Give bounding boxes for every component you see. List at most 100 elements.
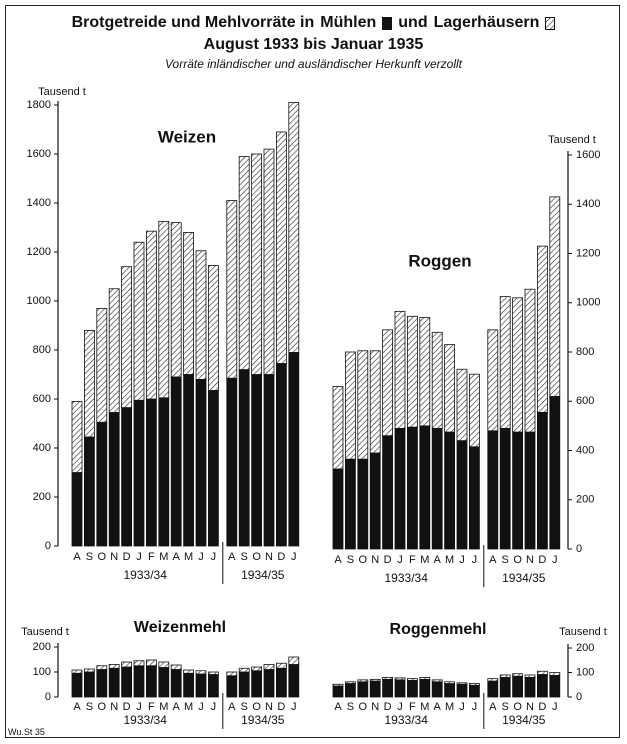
- x-tick-label: S: [502, 554, 509, 566]
- x-tick-label: N: [265, 551, 273, 563]
- bar-segment: [444, 344, 456, 433]
- x-tick-label: N: [526, 701, 534, 713]
- header: Brotgetreide und Mehlvorräte in Mühlen u…: [0, 12, 627, 72]
- x-tick-label: A: [434, 701, 442, 713]
- legend-label: Lagerhäusern: [433, 14, 540, 31]
- y-axis-label: Tausend t: [548, 134, 596, 146]
- bar-segment: [226, 671, 238, 677]
- bar-segment: [382, 435, 394, 550]
- bar-segment: [158, 667, 170, 698]
- bar-segment: [195, 250, 207, 380]
- x-tick-label: J: [397, 554, 403, 566]
- bar-segment: [456, 440, 468, 550]
- x-tick-label: J: [397, 701, 403, 713]
- bar-segment: [487, 680, 499, 698]
- bar-segment: [251, 666, 263, 672]
- bar-segment: [183, 669, 195, 674]
- x-tick-label: M: [159, 701, 168, 713]
- bar-segment: [108, 288, 120, 413]
- y-axis-label: Tausend t: [21, 626, 69, 638]
- x-tick-label: O: [252, 551, 261, 563]
- bar-segment: [275, 667, 287, 698]
- note: Vorräte inländischer und ausländischer H…: [164, 57, 463, 71]
- y-tick-label: 0: [45, 691, 51, 703]
- x-tick-label: S: [86, 551, 93, 563]
- bar-segment: [332, 386, 344, 470]
- group-label: 1934/35: [502, 571, 546, 585]
- bar-segment: [207, 390, 219, 547]
- x-tick-label: J: [136, 701, 142, 713]
- bar-segment: [238, 369, 250, 547]
- x-tick-label: A: [228, 551, 236, 563]
- bar-segment: [121, 661, 132, 668]
- bar-segment: [275, 131, 287, 364]
- x-tick-label: O: [252, 701, 261, 713]
- bar-segment: [369, 678, 381, 682]
- x-tick-label: M: [445, 554, 454, 566]
- bar-segment: [499, 677, 511, 698]
- bar-segment: [263, 148, 275, 375]
- y-tick-label: 0: [576, 543, 582, 555]
- bar-segment: [382, 678, 394, 698]
- bar-segment: [549, 675, 561, 698]
- x-tick-label: A: [173, 701, 181, 713]
- bar-segment: [512, 675, 523, 698]
- bar-segment: [487, 430, 499, 550]
- bar-segment: [332, 468, 344, 550]
- y-tick-label: 400: [33, 442, 51, 454]
- x-tick-label: M: [445, 701, 454, 713]
- bar-segment: [121, 666, 132, 698]
- bar-segment: [382, 329, 394, 437]
- bar-segment: [183, 374, 195, 547]
- x-tick-label: F: [148, 701, 155, 713]
- x-tick-label: N: [526, 554, 534, 566]
- bar-segment: [263, 374, 275, 547]
- bar-segment: [444, 431, 456, 550]
- chart-title: Roggenmehl: [390, 621, 487, 638]
- bar-segment: [108, 667, 120, 698]
- bar-segment: [71, 672, 83, 698]
- bar-segment: [183, 231, 195, 375]
- bar-segment: [207, 674, 219, 698]
- chart-title: Roggen: [408, 251, 471, 270]
- bar-segment: [251, 153, 263, 375]
- bar-segment: [419, 425, 431, 550]
- x-tick-label: J: [291, 701, 297, 713]
- x-tick-label: A: [489, 554, 497, 566]
- bar-segment: [133, 241, 145, 401]
- bar-segment: [238, 156, 250, 370]
- bar-segment: [357, 350, 369, 460]
- x-tick-label: S: [86, 701, 93, 713]
- bar-segment: [406, 678, 418, 681]
- x-tick-label: J: [198, 551, 204, 563]
- bar-segment: [468, 446, 480, 550]
- x-tick-label: A: [489, 701, 497, 713]
- bar-segment: [288, 102, 300, 353]
- x-tick-label: J: [211, 551, 217, 563]
- x-tick-label: A: [434, 554, 442, 566]
- bar-segment: [512, 673, 523, 677]
- x-tick-label: J: [472, 701, 478, 713]
- bar-segment: [456, 682, 468, 685]
- x-tick-label: D: [538, 554, 546, 566]
- bar-segment: [170, 376, 182, 547]
- x-tick-label: O: [513, 554, 522, 566]
- x-tick-label: D: [538, 701, 546, 713]
- bar-segment: [369, 452, 381, 550]
- title-row: Brotgetreide und Mehlvorräte in Mühlen u…: [0, 12, 627, 34]
- x-tick-label: J: [211, 701, 217, 713]
- chart-title: Weizen: [158, 127, 216, 146]
- bar-segment: [226, 377, 238, 547]
- bar-segment: [288, 352, 300, 547]
- bar-segment: [332, 685, 344, 698]
- bar-segment: [84, 668, 95, 673]
- bar-segment: [263, 664, 275, 670]
- bar-segment: [394, 310, 406, 429]
- bar-segment: [251, 374, 263, 547]
- bar-segment: [133, 665, 145, 698]
- bar-segment: [263, 669, 275, 698]
- x-tick-label: F: [409, 701, 416, 713]
- bar-segment: [158, 397, 170, 547]
- x-tick-label: S: [241, 551, 248, 563]
